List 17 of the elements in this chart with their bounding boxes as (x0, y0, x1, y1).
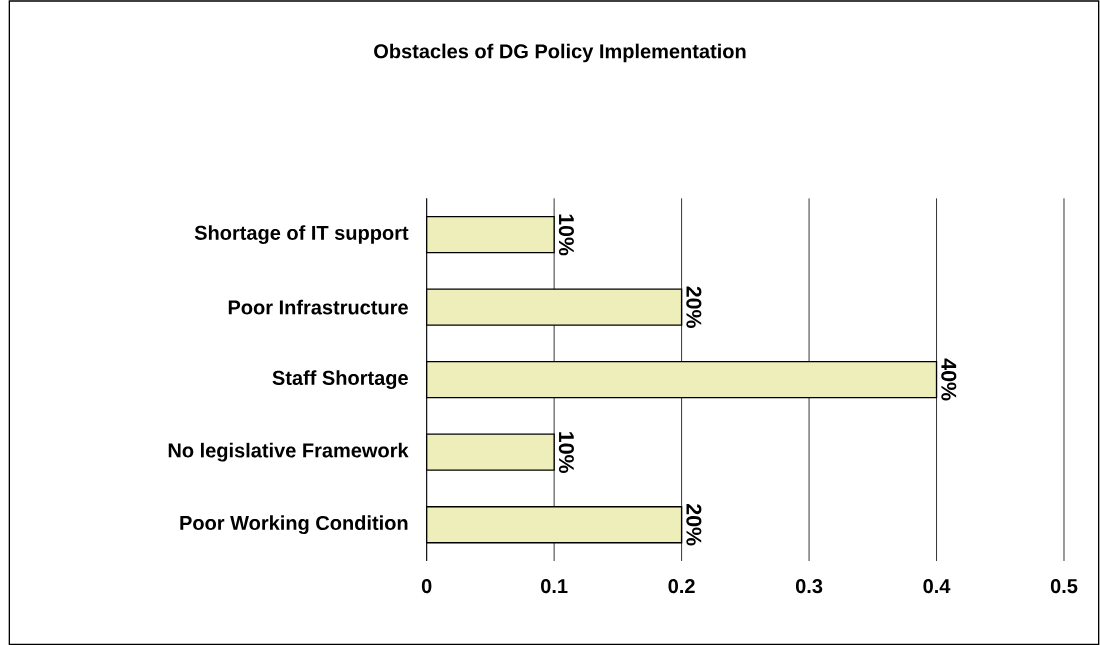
data-label: 20% (686, 286, 702, 328)
x-tick-label: 0.3 (795, 579, 823, 594)
x-tick-label: 0 (421, 579, 432, 594)
x-tick-label: 0.5 (1050, 579, 1078, 594)
data-label: 40% (941, 358, 957, 401)
x-tick-label: 0.4 (923, 579, 951, 594)
data-label: 10% (558, 432, 574, 473)
data-label: 20% (686, 504, 702, 546)
y-tick-label: Poor Working Condition (180, 515, 408, 535)
y-tick-label: Poor Infrastructure (228, 299, 408, 315)
y-tick-label: Shortage of IT support (194, 225, 409, 244)
y-tick-label: Staff Shortage (272, 370, 408, 390)
data-label: 10% (558, 214, 574, 256)
x-tick-label: 0.1 (541, 579, 568, 594)
y-tick-label: No legislative Framework (168, 442, 409, 462)
x-tick-label: 0.2 (668, 579, 695, 594)
chart-title: Obstacles of DG Policy Implementation (374, 43, 746, 63)
